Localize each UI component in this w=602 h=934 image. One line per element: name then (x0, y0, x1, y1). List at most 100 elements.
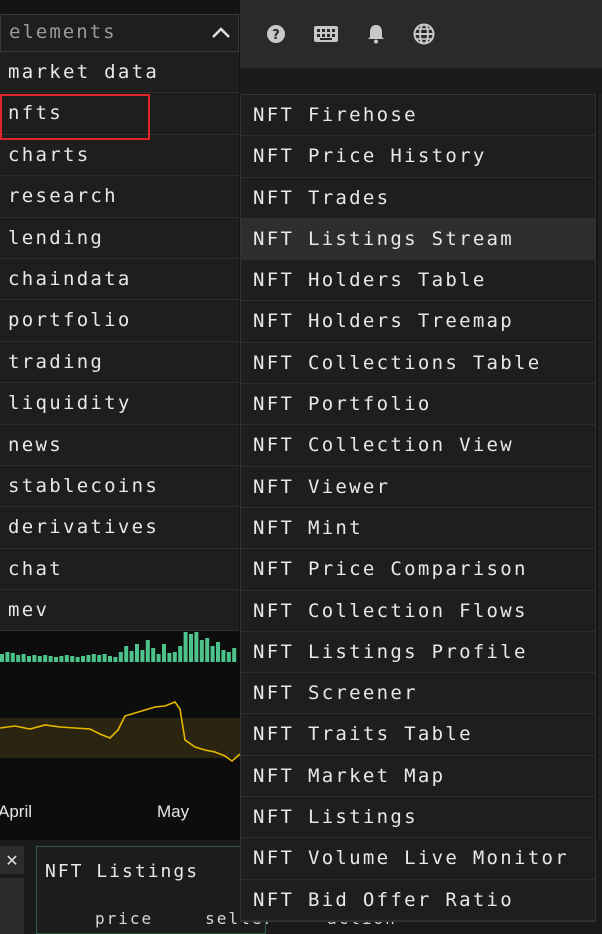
nft-submenu: NFT Firehose NFT Price History NFT Trades N… (240, 94, 596, 922)
category-item-mev[interactable]: mev (0, 590, 239, 632)
top-toolbar: ? (240, 0, 602, 68)
volume-bar (156, 654, 161, 662)
dropdown-label: elements (9, 21, 117, 43)
volume-bar (27, 656, 31, 662)
submenu-item-nft-volume-live-monitor[interactable]: NFT Volume Live Monitor (241, 838, 595, 880)
volume-bar (189, 634, 193, 662)
submenu-item-nft-collections-table[interactable]: NFT Collections Table (241, 342, 595, 385)
background-panel-strip (240, 68, 602, 94)
submenu-item-nft-listings-profile[interactable]: NFT Listings Profile (241, 631, 595, 674)
volume-bar (216, 642, 220, 662)
close-icon[interactable]: ✕ (0, 846, 24, 874)
volume-bar (10, 653, 15, 662)
background-panel-edge (598, 94, 602, 934)
submenu-item-nft-firehose[interactable]: NFT Firehose (241, 95, 595, 137)
category-item-chat[interactable]: chat (0, 548, 239, 591)
x-axis-label-april: April (0, 802, 33, 821)
volume-bars (0, 632, 237, 662)
category-item-liquidity[interactable]: liquidity (0, 383, 239, 425)
submenu-item-nft-listings[interactable]: NFT Listings (241, 797, 595, 839)
submenu-item-nft-price-comparison[interactable]: NFT Price Comparison (241, 549, 595, 591)
volume-bar (194, 632, 199, 662)
bell-icon[interactable] (364, 22, 388, 46)
category-menu: market data nfts charts research lending chai… (0, 52, 239, 632)
price-line (0, 701, 240, 763)
submenu-item-nft-mint[interactable]: NFT Mint (241, 507, 595, 550)
category-item-nfts[interactable]: nfts (0, 93, 239, 135)
volume-bar (232, 648, 237, 662)
submenu-item-nft-trades[interactable]: NFT Trades (241, 177, 595, 219)
volume-bar (183, 632, 188, 662)
volume-bar (135, 644, 139, 662)
submenu-item-nft-price-history[interactable]: NFT Price History (241, 136, 595, 178)
elements-dropdown[interactable]: elements (0, 14, 239, 52)
volume-bar (145, 640, 150, 662)
volume-bar (21, 654, 26, 662)
background-chart: April May (0, 630, 240, 840)
help-icon[interactable]: ? (264, 22, 288, 46)
volume-bar (64, 655, 69, 662)
submenu-item-nft-traits-table[interactable]: NFT Traits Table (241, 714, 595, 756)
volume-bar (59, 656, 64, 662)
volume-bar (140, 650, 145, 662)
volume-bar (205, 638, 210, 662)
category-item-research[interactable]: research (0, 176, 239, 218)
category-item-charts[interactable]: charts (0, 134, 239, 177)
volume-bar (226, 652, 231, 662)
volume-bar (162, 644, 166, 662)
submenu-item-nft-screener[interactable]: NFT Screener (241, 673, 595, 715)
chevron-up-icon[interactable] (210, 23, 232, 43)
volume-bar (178, 646, 183, 662)
volume-bar (43, 655, 48, 662)
category-item-stablecoins[interactable]: stablecoins (0, 465, 239, 508)
submenu-item-nft-market-map[interactable]: NFT Market Map (241, 755, 595, 798)
volume-bar (37, 656, 42, 662)
submenu-item-nft-holders-table[interactable]: NFT Holders Table (241, 260, 595, 302)
volume-bar (97, 655, 102, 662)
volume-bar (167, 653, 172, 662)
submenu-item-nft-listings-stream[interactable]: NFT Listings Stream (241, 218, 595, 261)
price-chart-svg (0, 632, 240, 763)
volume-bar (113, 657, 118, 662)
volume-bar (151, 648, 156, 662)
keyboard-icon[interactable] (314, 22, 338, 46)
volume-bar (32, 655, 37, 662)
volume-bar (75, 657, 80, 662)
category-item-news[interactable]: news (0, 424, 239, 466)
category-item-derivatives[interactable]: derivatives (0, 507, 239, 549)
volume-bar (221, 650, 226, 662)
volume-bar (5, 652, 10, 662)
volume-bar (118, 652, 123, 662)
category-item-market-data[interactable]: market data (0, 52, 239, 94)
volume-bar (129, 651, 134, 662)
side-handle (0, 878, 24, 934)
submenu-item-nft-collection-flows[interactable]: NFT Collection Flows (241, 590, 595, 632)
submenu-item-nft-holders-treemap[interactable]: NFT Holders Treemap (241, 301, 595, 343)
volume-bar (199, 640, 204, 662)
globe-icon[interactable] (412, 22, 436, 46)
volume-bar (70, 656, 75, 662)
volume-bar (91, 654, 96, 662)
volume-bar (108, 656, 112, 662)
volume-bar (48, 656, 53, 662)
svg-text:?: ? (272, 28, 280, 43)
category-item-chaindata[interactable]: chaindata (0, 258, 239, 301)
category-item-lending[interactable]: lending (0, 217, 239, 259)
column-header-price[interactable]: price (95, 909, 154, 928)
category-item-trading[interactable]: trading (0, 341, 239, 384)
submenu-item-nft-portfolio[interactable]: NFT Portfolio (241, 384, 595, 426)
volume-bar (81, 656, 85, 662)
volume-bar (124, 646, 129, 662)
volume-bar (172, 652, 177, 662)
submenu-item-nft-bid-offer-ratio[interactable]: NFT Bid Offer Ratio (241, 879, 595, 921)
nft-listings-widget: NFT Listings priceselleraction (36, 846, 395, 934)
volume-bar (102, 654, 107, 662)
volume-bar (0, 654, 4, 662)
submenu-item-nft-collection-view[interactable]: NFT Collection View (241, 425, 595, 467)
submenu-item-nft-viewer[interactable]: NFT Viewer (241, 466, 595, 508)
volume-bar (54, 657, 58, 662)
category-item-portfolio[interactable]: portfolio (0, 300, 239, 342)
volume-bar (210, 646, 215, 662)
widget-title: NFT Listings (45, 861, 200, 882)
